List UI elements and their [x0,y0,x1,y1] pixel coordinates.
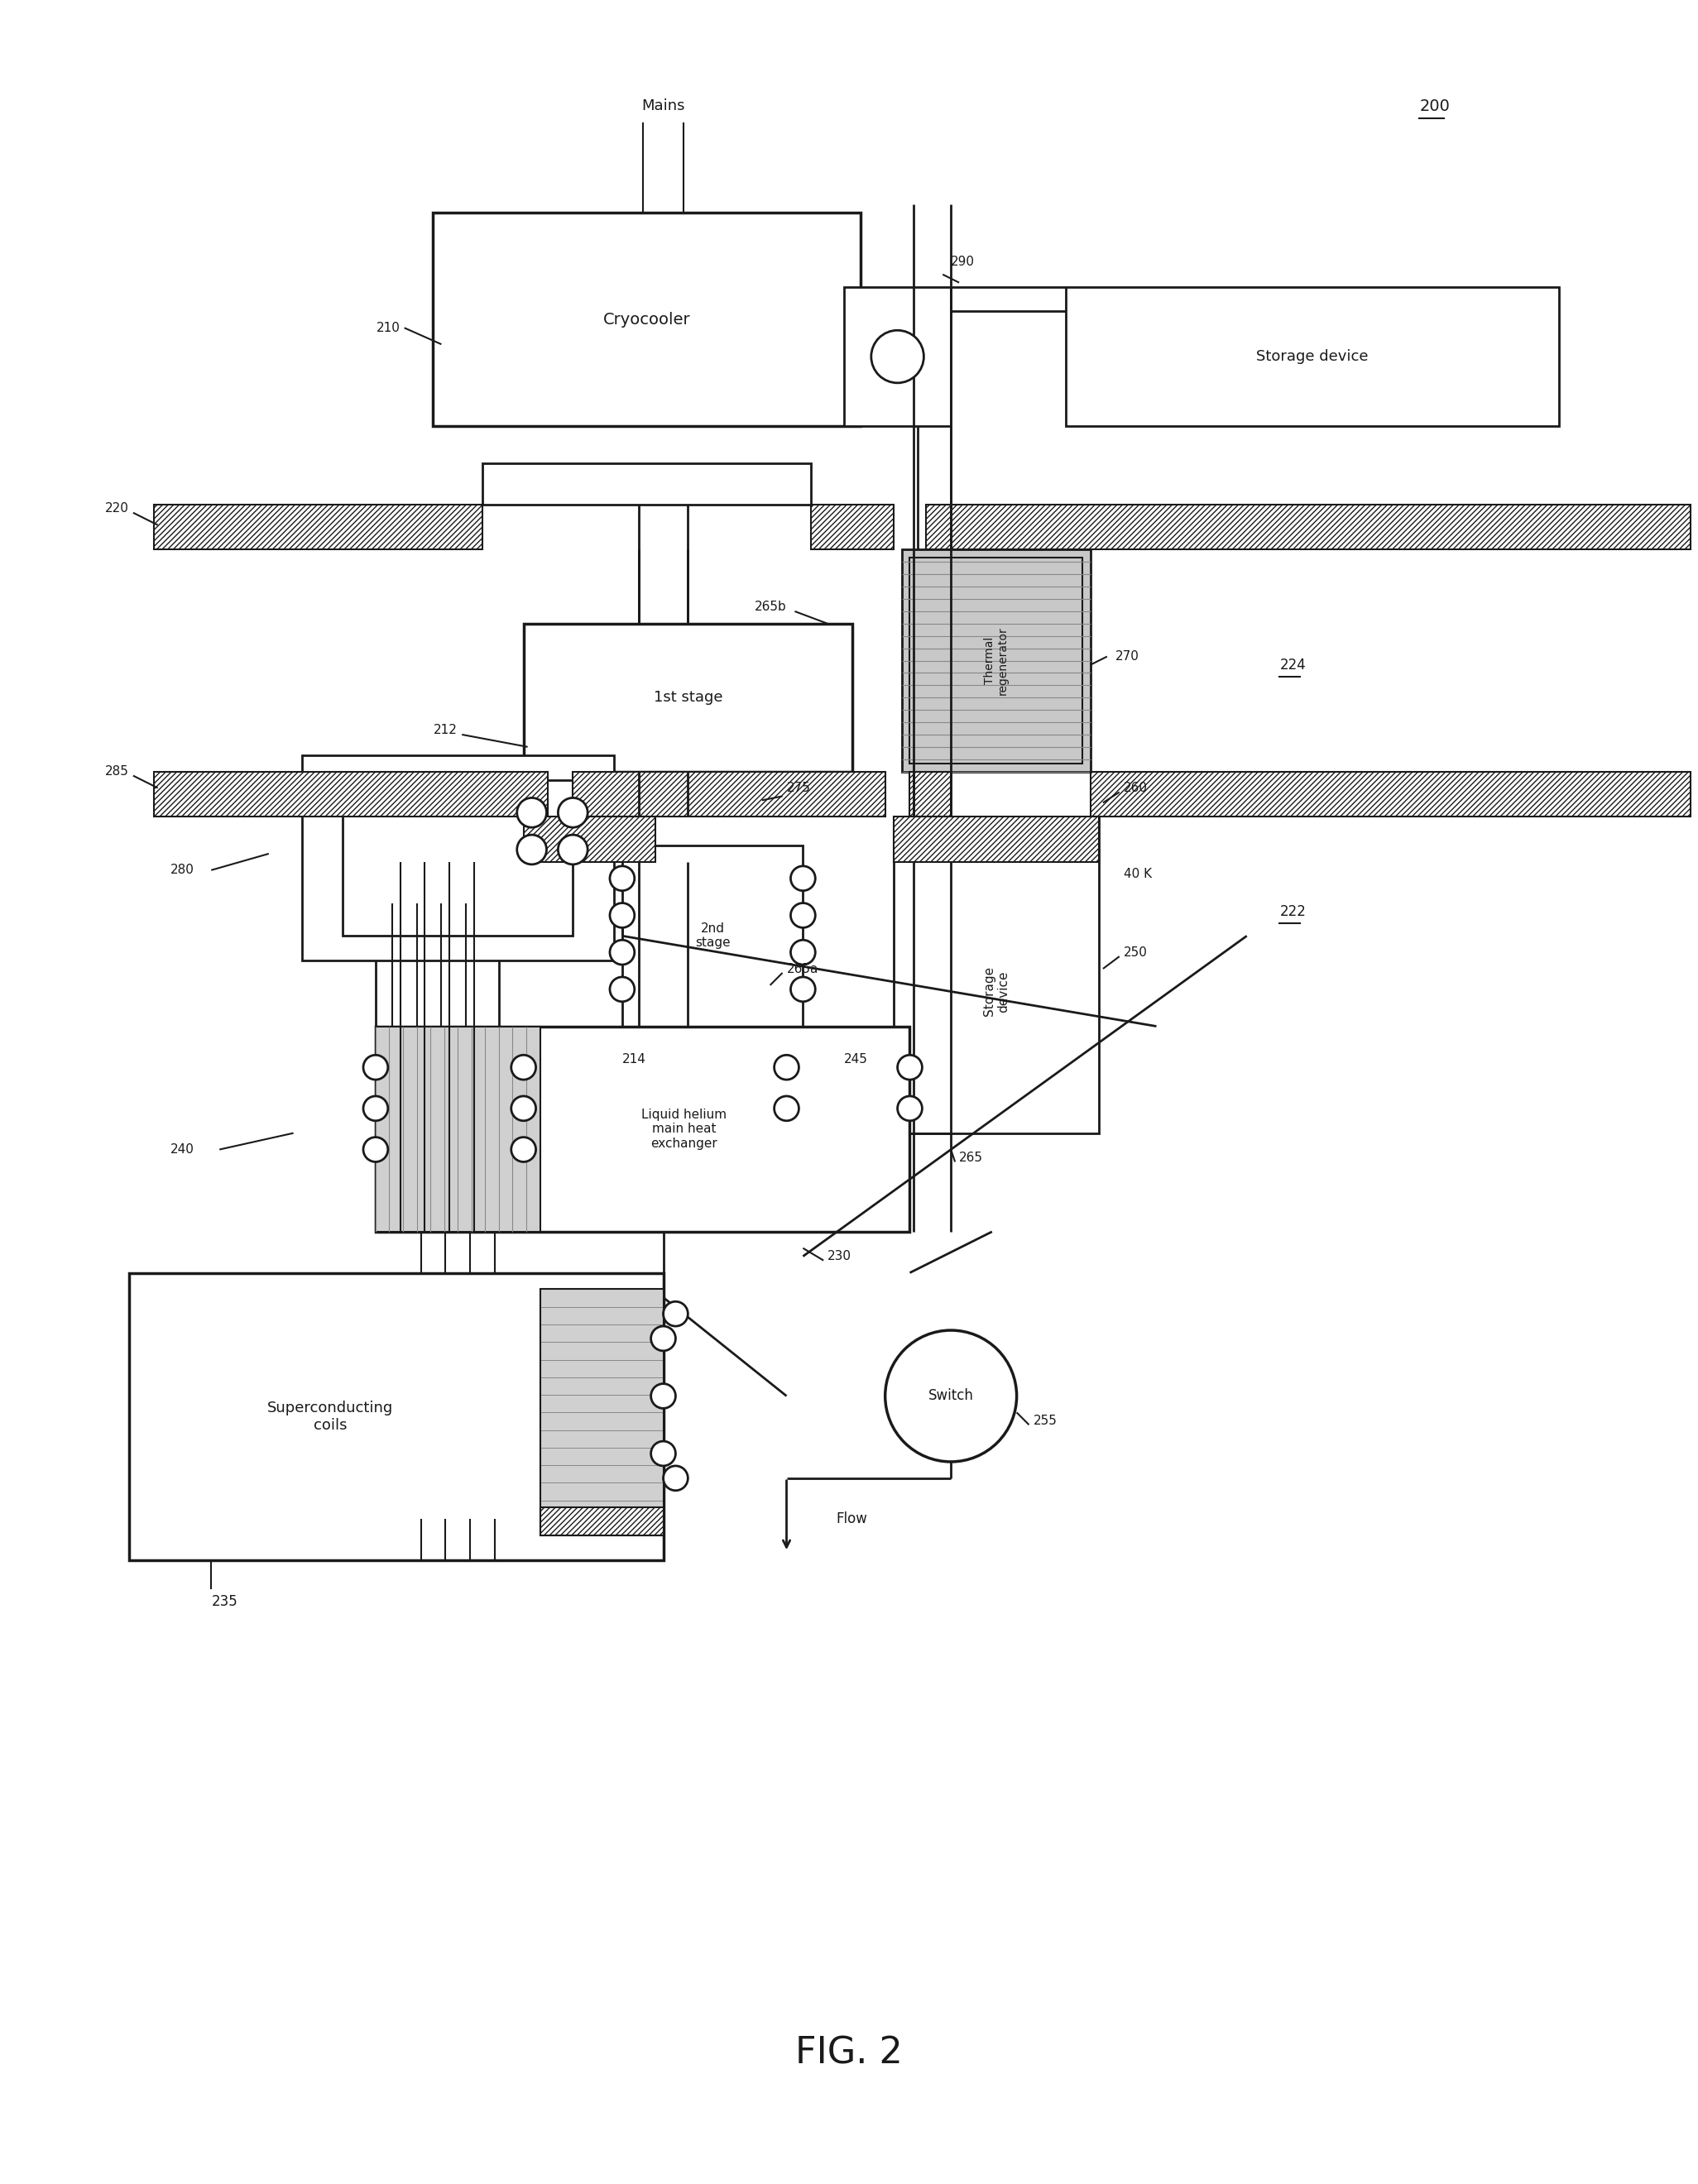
Circle shape [650,1385,676,1409]
Text: Superconducting
coils: Superconducting coils [267,1400,394,1433]
Text: 2nd
stage: 2nd stage [694,922,730,950]
Bar [910,557,1082,764]
Circle shape [610,976,635,1002]
Text: 250: 250 [1124,946,1148,959]
Text: Thermal
regenerator: Thermal regenerator [983,627,1009,695]
Circle shape [511,1138,537,1162]
Text: 210: 210 [377,321,401,334]
Text: 235: 235 [211,1594,238,1610]
Bar [523,625,852,771]
Circle shape [363,1096,387,1120]
Bar [375,1026,540,1232]
Circle shape [774,1055,798,1079]
Bar [925,505,1691,550]
Bar [1090,771,1691,817]
Text: Cryocooler: Cryocooler [603,312,691,328]
Bar [572,771,885,817]
Circle shape [791,902,815,928]
Text: 275: 275 [786,782,810,795]
Circle shape [791,867,815,891]
Circle shape [650,1441,676,1465]
Bar [482,463,812,505]
Circle shape [885,1330,1017,1461]
Text: 212: 212 [435,725,458,736]
Circle shape [610,902,635,928]
Text: FIG. 2: FIG. 2 [795,2035,903,2070]
Bar [155,771,548,817]
Text: 265a: 265a [786,963,818,974]
Bar [812,505,893,550]
Text: 255: 255 [1032,1415,1056,1426]
Bar [621,845,803,1026]
Text: 290: 290 [951,256,975,269]
Bar [902,550,1090,771]
Text: 240: 240 [170,1142,194,1155]
Circle shape [511,1055,537,1079]
Circle shape [791,939,815,965]
Text: 220: 220 [105,502,129,515]
Text: 200: 200 [1420,98,1450,114]
Text: 270: 270 [1116,651,1139,662]
Text: 222: 222 [1280,904,1306,919]
Text: 265b: 265b [754,601,786,614]
Text: Storage device: Storage device [1257,349,1369,365]
Circle shape [650,1326,676,1352]
Bar [902,550,1090,771]
Circle shape [363,1138,387,1162]
Circle shape [610,867,635,891]
Bar [129,1273,664,1559]
Bar [540,1289,664,1535]
Text: 260: 260 [1124,782,1148,795]
Text: Mains: Mains [642,98,684,114]
Bar [302,756,615,961]
Text: Liquid helium
main heat
exchanger: Liquid helium main heat exchanger [642,1107,727,1149]
Text: 224: 224 [1280,657,1306,673]
Text: 280: 280 [170,865,194,876]
Bar [1066,286,1559,426]
Bar [893,817,1099,863]
Text: Switch: Switch [929,1389,973,1404]
Circle shape [664,1302,688,1326]
Text: 214: 214 [621,1053,645,1066]
Circle shape [610,939,635,965]
Circle shape [516,834,547,865]
Text: 285: 285 [105,764,129,778]
Circle shape [664,1465,688,1489]
Bar [540,1507,664,1535]
Circle shape [871,330,924,382]
Circle shape [363,1055,387,1079]
Circle shape [511,1096,537,1120]
Text: Storage
device: Storage device [983,968,1010,1016]
Bar [375,845,499,1232]
Circle shape [898,1096,922,1120]
Circle shape [898,1055,922,1079]
Bar [523,817,655,863]
Text: 40 K: 40 K [1124,867,1151,880]
Circle shape [559,834,588,865]
Text: Flow: Flow [835,1511,868,1527]
Bar [433,212,861,426]
Bar [844,286,951,426]
Text: 1st stage: 1st stage [654,690,722,705]
Bar [343,780,572,937]
Text: 265: 265 [959,1151,983,1164]
Bar [375,845,540,902]
Bar [540,1289,664,1535]
Bar [155,505,482,550]
Circle shape [516,797,547,828]
Circle shape [559,797,588,828]
Text: 230: 230 [827,1249,852,1262]
Circle shape [791,976,815,1002]
Bar [375,1026,540,1232]
Bar [893,817,1099,1133]
Circle shape [774,1096,798,1120]
Text: 245: 245 [844,1053,868,1066]
Bar [910,771,951,817]
Bar [375,1026,910,1232]
